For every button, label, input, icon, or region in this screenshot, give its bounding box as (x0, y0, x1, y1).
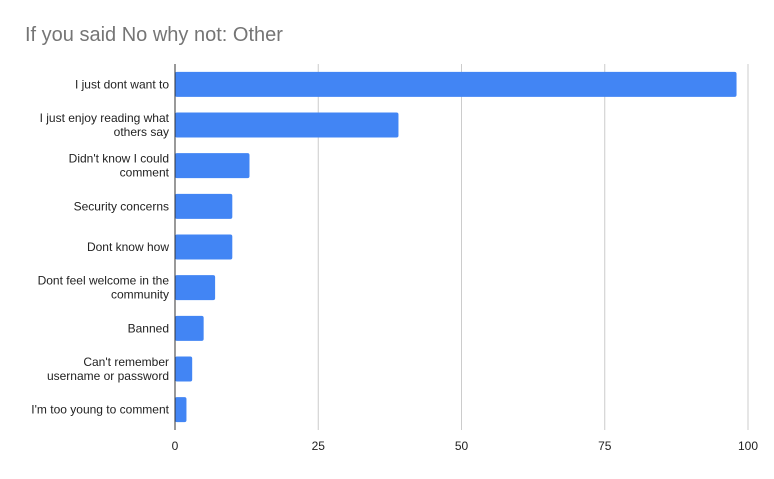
x-tick-label-100: 100 (738, 439, 758, 453)
category-label-9: I'm too young to comment (31, 403, 169, 417)
bar-2 (175, 112, 399, 138)
category-label-6: Dont feel welcome in the community (38, 274, 170, 302)
category-label-2: I just enjoy reading what others say (40, 111, 170, 139)
bar-8 (175, 356, 193, 382)
bar-3 (175, 153, 250, 179)
x-tick-label-50: 50 (455, 439, 469, 453)
category-label-5: Dont know how (87, 240, 169, 254)
category-label-4: Security concerns (74, 199, 169, 213)
category-label-8: Can't remember username or password (47, 355, 169, 383)
bar-5 (175, 234, 233, 260)
x-tick-label-25: 25 (312, 439, 326, 453)
category-label-1: I just dont want to (75, 77, 169, 91)
x-tick-labels: 0 25 50 75 100 (172, 439, 759, 453)
bar-4 (175, 193, 233, 219)
bar-7 (175, 315, 204, 341)
bar-9 (175, 397, 187, 423)
bar-6 (175, 275, 216, 301)
x-tick-label-75: 75 (598, 439, 612, 453)
x-tick-label-0: 0 (172, 439, 179, 453)
category-label-7: Banned (128, 321, 169, 335)
chart-title: If you said No why not: Other (25, 24, 283, 46)
bar-1 (175, 71, 737, 97)
bars (175, 71, 737, 423)
category-labels: I just dont want to I just enjoy reading … (31, 77, 169, 416)
category-label-3: Didn't know I could comment (69, 152, 170, 180)
